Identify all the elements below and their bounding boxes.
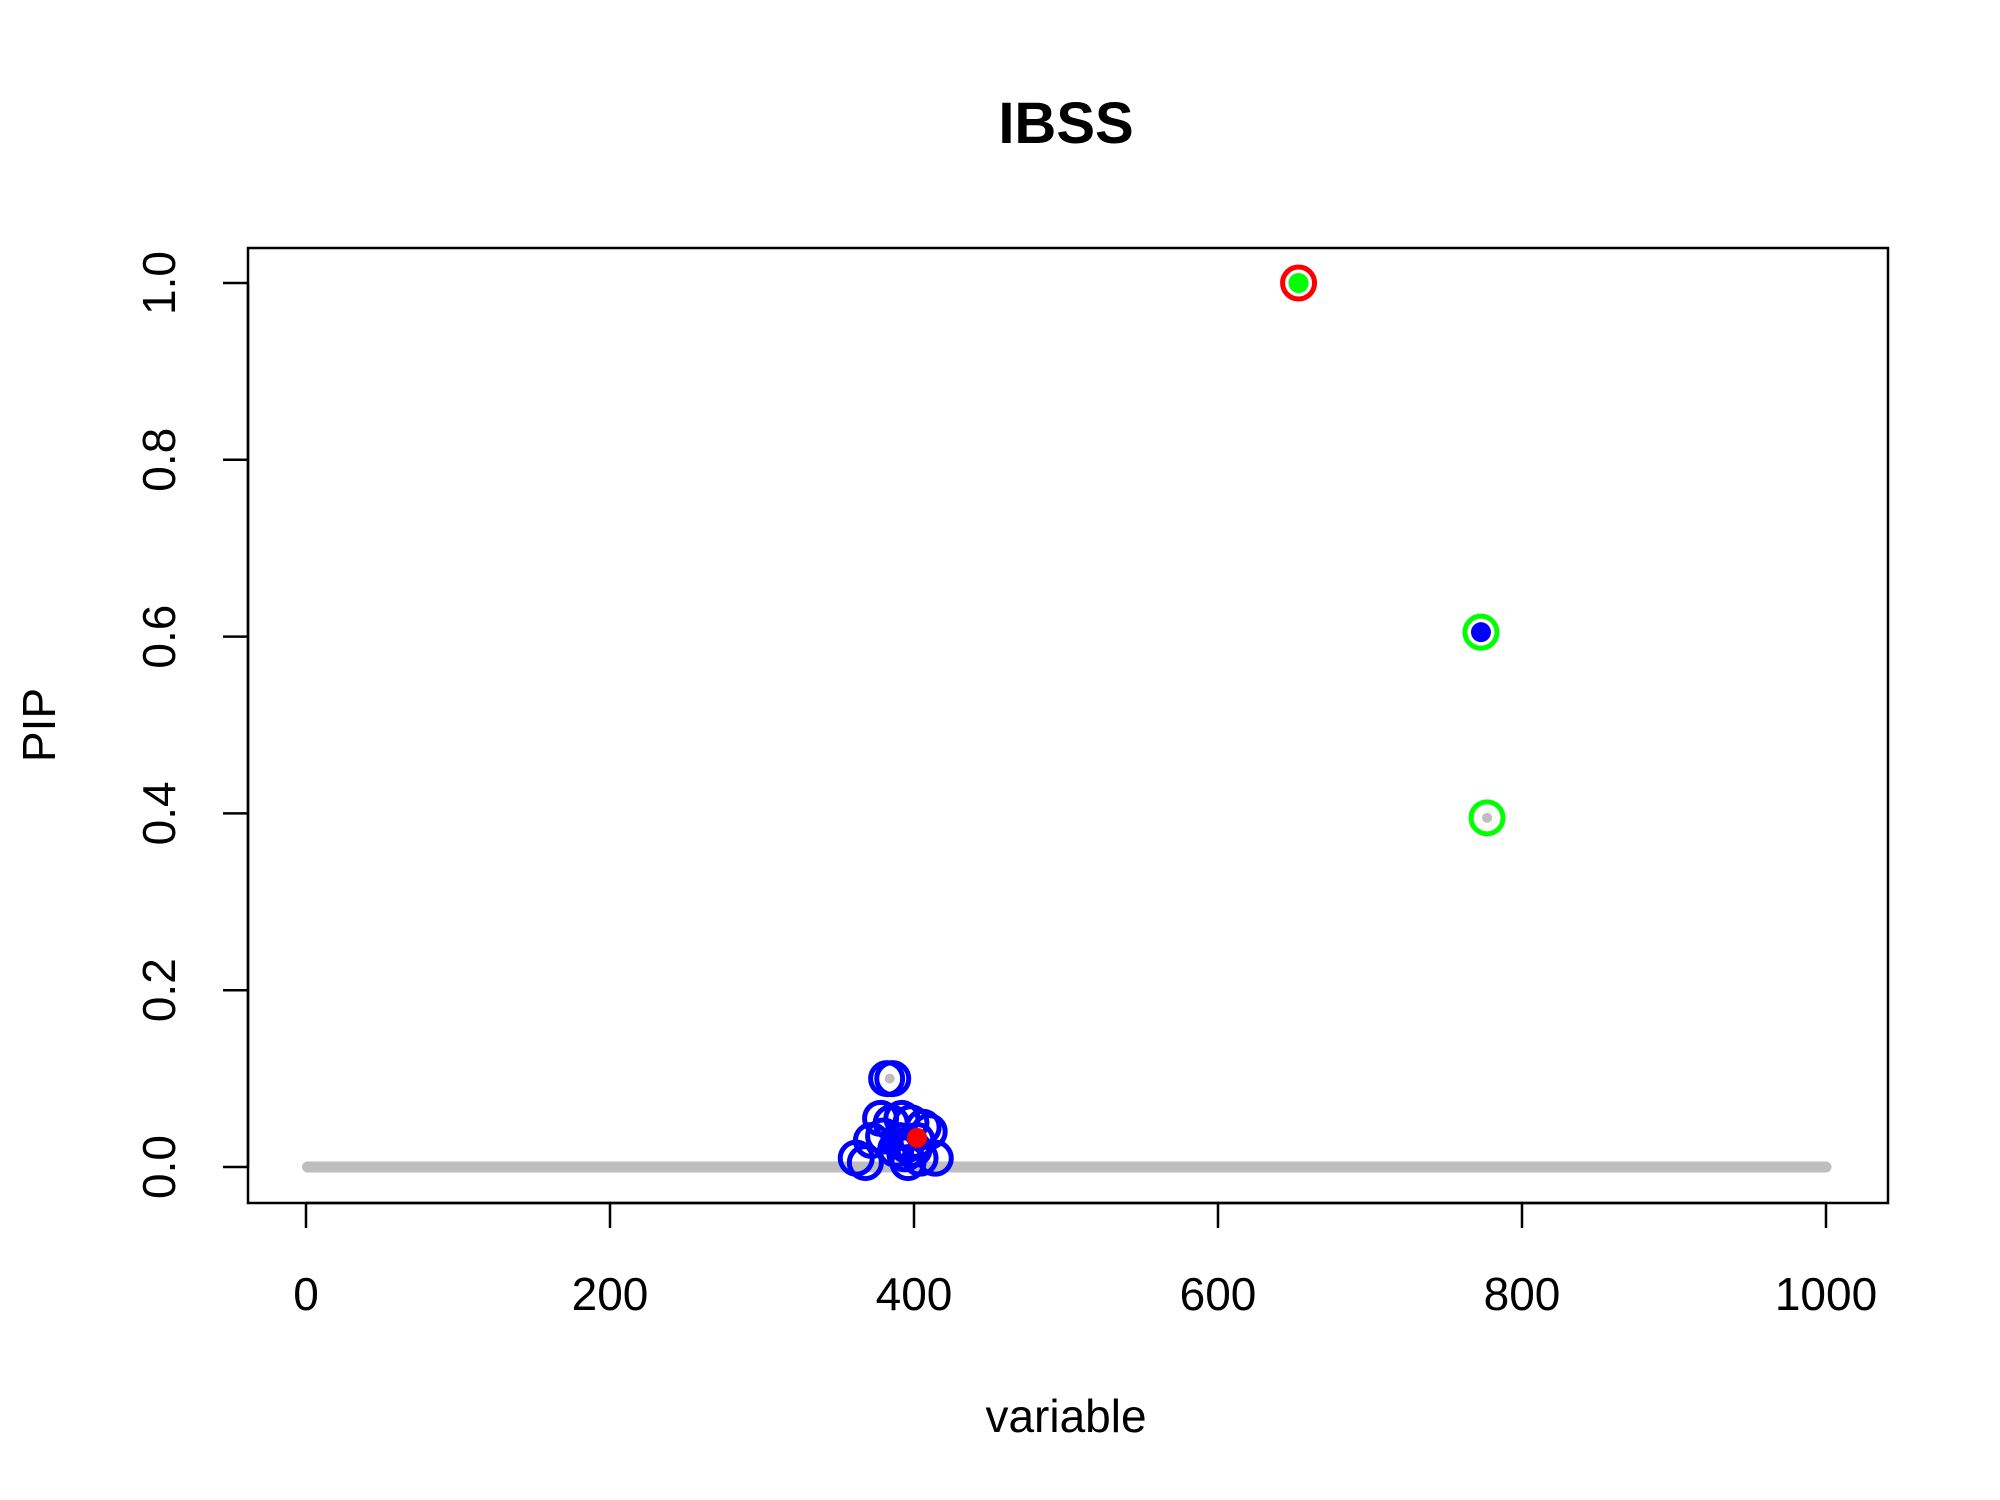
data-point-2-1 [1468,799,1506,837]
y-tick-label: 1.0 [133,251,185,315]
data-point-5-0 [907,1127,928,1148]
y-tick-label: 0.6 [133,605,185,669]
chart-title: IBSS [998,91,1133,156]
y-tick-label: 0.8 [133,428,185,492]
x-tick-label: 600 [1180,1268,1257,1320]
points-layer [837,264,1506,1182]
y-tick-label: 0.4 [133,781,185,845]
data-point-1-0 [1280,264,1318,302]
data-point-6-0 [1482,812,1493,823]
x-tick-label: 200 [572,1268,649,1320]
y-axis: 0.0 0.2 0.4 0.6 0.8 1.0 [133,251,250,1199]
x-axis: 0 200 400 600 800 1000 [293,1201,1877,1320]
y-tick-label: 0.2 [133,958,185,1022]
x-tick-label: 400 [876,1268,953,1320]
plot-frame [246,246,1890,1205]
data-point-2-0 [1462,613,1500,651]
data-point-0-1 [874,1060,912,1098]
data-point-0-20 [916,1139,954,1177]
x-tick-label: 0 [293,1268,319,1320]
x-tick-label: 800 [1484,1268,1561,1320]
x-tick-label: 1000 [1775,1268,1877,1320]
data-point-0-17 [846,1144,884,1182]
data-point-3-0 [1288,273,1309,293]
y-tick-label: 0.0 [133,1135,185,1199]
data-point-4-0 [1470,622,1491,643]
data-point-6-1 [884,1073,895,1084]
y-axis-label: PIP [13,688,65,762]
x-axis-label: variable [985,1390,1146,1442]
